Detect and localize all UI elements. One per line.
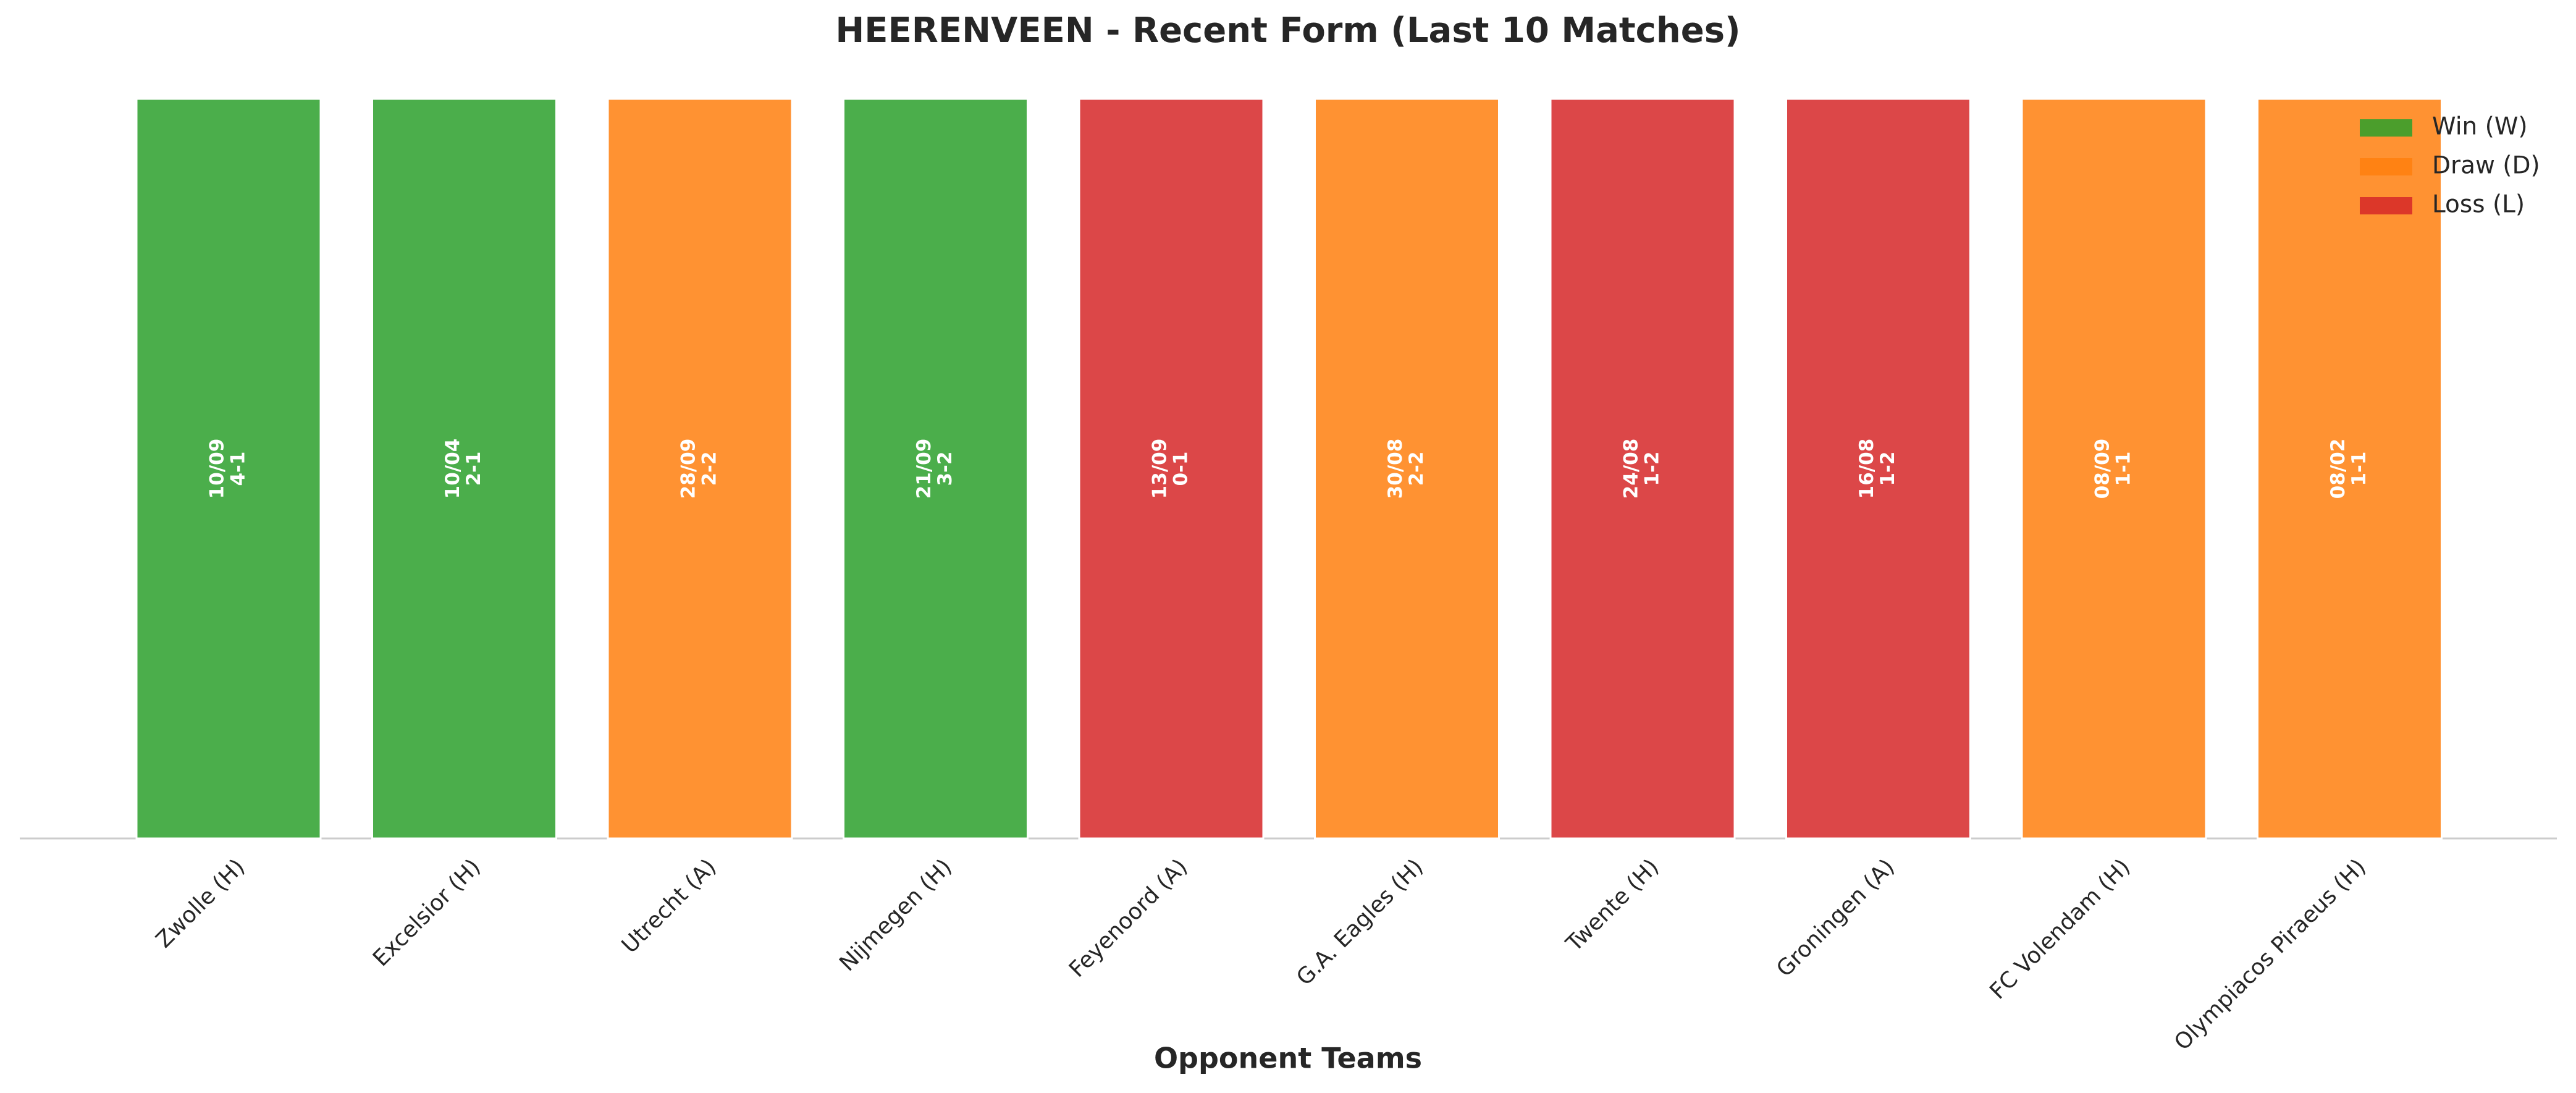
bar: [2257, 98, 2443, 840]
x-tick-label: Zwolle (H): [151, 854, 250, 953]
chart-title: HEERENVEEN - Recent Form (Last 10 Matche…: [835, 11, 1740, 51]
x-tick-label: Groningen (A): [1772, 854, 1900, 982]
bar-date-label: 08/09: [2092, 439, 2114, 499]
x-tick-label: G.A. Eagles (H): [1292, 854, 1428, 990]
x-tick-label: Nijmegen (H): [835, 854, 957, 976]
bar-date-label: 16/08: [1856, 439, 1878, 499]
legend-label: Loss (L): [2432, 191, 2525, 219]
bar: [1785, 98, 1971, 840]
bar: [1314, 98, 1500, 840]
bar-score-label: 1-1: [2348, 451, 2370, 486]
bar-score-label: 1-2: [1641, 451, 1664, 486]
bar: [1078, 98, 1265, 840]
bar-score-label: 1-1: [2113, 451, 2135, 486]
bar-score-label: 3-2: [934, 451, 956, 486]
x-tick-label: Utrecht (A): [617, 854, 722, 958]
bar: [607, 98, 793, 840]
bar: [371, 98, 557, 840]
bar: [135, 98, 322, 840]
x-tick-label: FC Volendam (H): [1985, 854, 2135, 1004]
bar-date-label: 10/04: [442, 439, 464, 499]
bar-score-label: 1-2: [1877, 451, 1899, 486]
bar: [1549, 98, 1736, 840]
bar-date-label: 08/02: [2327, 439, 2349, 499]
bar-score-label: 2-2: [1405, 451, 1428, 486]
bar-date-label: 21/09: [913, 439, 935, 499]
bar-score-label: 0-1: [1170, 451, 1192, 486]
legend-label: Win (W): [2432, 113, 2528, 141]
bar-date-label: 10/09: [206, 439, 229, 499]
x-tick-label: Feyenoord (A): [1064, 854, 1192, 982]
bar-date-label: 24/08: [1620, 439, 1643, 499]
x-tick-label: Excelsior (H): [368, 854, 486, 971]
bar: [843, 98, 1029, 840]
x-axis-label: Opponent Teams: [1154, 1042, 1422, 1075]
legend-swatch: [2360, 158, 2412, 175]
x-tick-label: Twente (H): [1561, 854, 1664, 956]
bar-score-label: 2-1: [463, 451, 485, 486]
bar: [2021, 98, 2207, 840]
bar-date-label: 28/09: [678, 439, 700, 499]
x-tick-label: Olympiacos Piraeus (H): [2170, 854, 2371, 1055]
bar-date-label: 13/09: [1149, 439, 1171, 499]
legend-label: Draw (D): [2432, 152, 2540, 180]
legend-swatch: [2360, 197, 2412, 214]
bar-date-label: 30/08: [1384, 439, 1407, 499]
legend-swatch: [2360, 119, 2412, 137]
bar-score-label: 4-1: [227, 451, 250, 486]
bar-score-label: 2-2: [699, 451, 721, 486]
